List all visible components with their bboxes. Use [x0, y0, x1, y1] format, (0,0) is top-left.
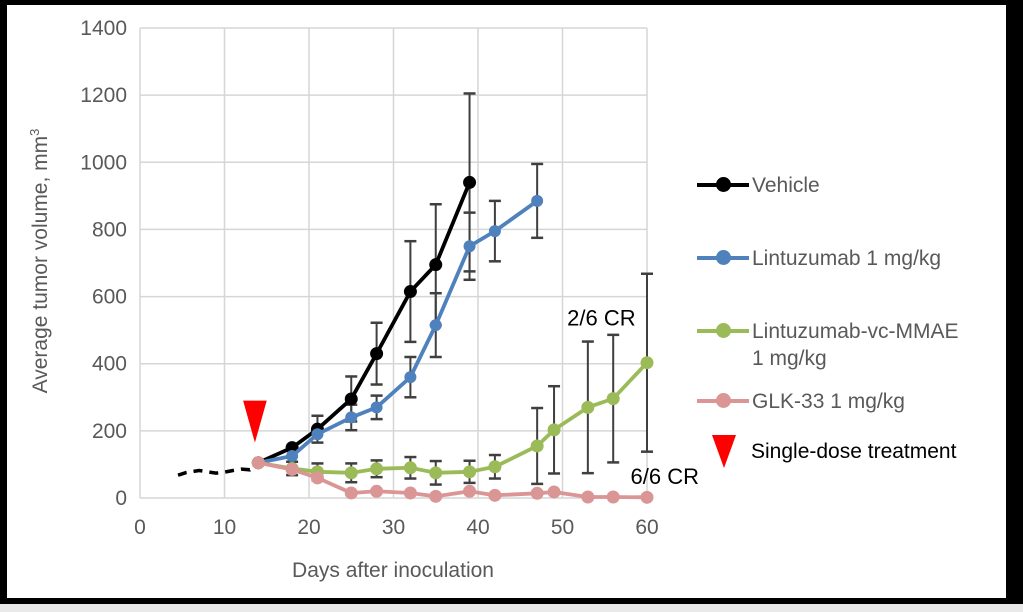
svg-text:20: 20 [297, 516, 320, 539]
chart-canvas: 0 200 400 600 800 1000 1200 1400 0 10 20 30 40 50 60 2/… [7, 5, 1006, 598]
svg-text:60: 60 [635, 516, 658, 539]
cr-annotations: 2/6 CR 6/6 CR [567, 306, 699, 489]
svg-text:0: 0 [115, 487, 127, 510]
legend-item-lintuzumab-vc-mmae: Lintuzumab-vc-MMAE 1 mg/kg [697, 318, 970, 372]
legend-item-lintuzumab: Lintuzumab 1 mg/kg [697, 245, 970, 272]
treatment-arrow-marker-icon [243, 400, 267, 443]
svg-text:1200: 1200 [80, 84, 127, 107]
legend-label-vehicle: Vehicle [752, 174, 820, 197]
series-vehicle [251, 175, 477, 470]
bottom-edge-strip [0, 604, 1023, 612]
x-axis-title: Days after inoculation [292, 559, 494, 582]
lintuzumab-vc-mmae-series-marker-icon [697, 318, 749, 344]
y-axis-title-text: Average tumor volume, mm [29, 135, 52, 394]
legend-label-glk-33: GLK-33 1 mg/kg [752, 390, 905, 413]
y-axis-title: Average tumor volume, mm3 [27, 129, 53, 394]
svg-text:600: 600 [92, 286, 127, 309]
legend-label-lintuzumab: Lintuzumab 1 mg/kg [752, 247, 942, 270]
legend-label-lintuzumab-vc-mmae: Lintuzumab-vc-MMAE 1 mg/kg [752, 320, 959, 370]
svg-text:1400: 1400 [80, 17, 127, 40]
glk-33-series-marker-icon [697, 388, 749, 414]
legend-item-single-dose-treatment: Single-dose treatment [697, 435, 956, 469]
legend-item-vehicle: Vehicle [697, 172, 970, 199]
tick-labels: 0 200 400 600 800 1000 1200 1400 0 10 20 30 40 50 60 [80, 17, 658, 539]
svg-text:2/6 CR: 2/6 CR [567, 306, 635, 331]
series-lintuzumab-vc-mmae-1-mg-kg [251, 356, 654, 480]
svg-text:6/6 CR: 6/6 CR [631, 464, 699, 489]
legend-label-single-dose-treatment: Single-dose treatment [751, 440, 957, 463]
svg-text:1000: 1000 [80, 151, 127, 174]
pretreatment-dashed-line [177, 461, 260, 477]
series-lintuzumab-1-mg-kg [252, 194, 544, 469]
y-axis-title-superscript: 3 [27, 128, 42, 136]
svg-text:10: 10 [213, 516, 236, 539]
tumor-volume-line-chart: 0 200 400 600 800 1000 1200 1400 0 10 20 30 40 50 60 2/… [80, 17, 699, 539]
svg-text:50: 50 [551, 516, 574, 539]
svg-text:400: 400 [92, 353, 127, 376]
svg-text:30: 30 [382, 516, 405, 539]
svg-text:0: 0 [134, 516, 146, 539]
red-down-arrow-icon [712, 435, 736, 468]
vehicle-series-marker-icon [697, 172, 749, 198]
series-glk-33-1-mg-kg [251, 456, 654, 504]
svg-text:40: 40 [466, 516, 489, 539]
lintuzumab-series-marker-icon [697, 245, 749, 271]
svg-text:200: 200 [92, 420, 127, 443]
svg-text:800: 800 [92, 218, 127, 241]
legend-item-glk-33: GLK-33 1 mg/kg [697, 388, 970, 415]
gridlines [139, 27, 648, 499]
